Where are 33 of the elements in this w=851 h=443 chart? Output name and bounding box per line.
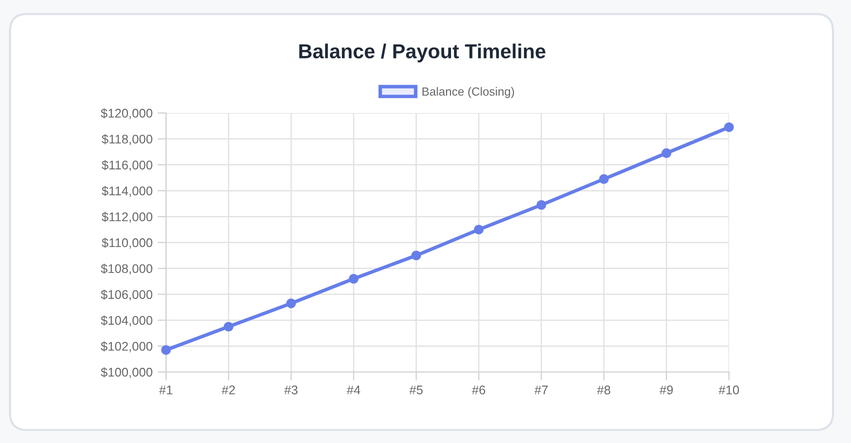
- legend-label: Balance (Closing): [422, 87, 514, 98]
- x-tick-label: #6: [472, 386, 486, 394]
- point: [411, 250, 422, 260]
- y-tick-label: $100,000: [100, 367, 152, 378]
- y-tick-label: $114,000: [102, 186, 152, 197]
- x-tick-label: #9: [660, 386, 673, 394]
- y-tick-label: $104,000: [100, 315, 152, 326]
- y-tick-label: $120,000: [100, 108, 152, 120]
- y-tick-label: $112,000: [102, 212, 152, 223]
- y-tick-label: $102,000: [100, 341, 152, 352]
- x-tick-label: #4: [346, 386, 360, 394]
- x-tick-label: #8: [596, 386, 610, 394]
- point: [536, 200, 546, 210]
- point: [599, 174, 609, 184]
- x-tick-label: #5: [409, 386, 423, 394]
- point: [474, 224, 484, 234]
- y-tick-label: $108,000: [100, 264, 152, 275]
- x-tick-label: #3: [284, 386, 298, 394]
- point: [224, 322, 234, 332]
- x-tick-label: #7: [534, 386, 548, 394]
- y-tick-label: $116,000: [102, 160, 152, 171]
- chart-title: Balance / Payout Timeline: [299, 44, 546, 62]
- y-tick-label: $110,000: [102, 238, 152, 249]
- x-tick-label: #10: [718, 386, 739, 394]
- y-tick-label: $118,000: [102, 134, 152, 146]
- x-tick-label: #2: [222, 386, 235, 394]
- y-tick-label: $106,000: [100, 290, 152, 300]
- point: [161, 345, 171, 355]
- point: [724, 122, 734, 132]
- point: [662, 148, 672, 158]
- x-tick-label: #1: [159, 386, 172, 394]
- point: [286, 298, 296, 308]
- point: [348, 274, 359, 284]
